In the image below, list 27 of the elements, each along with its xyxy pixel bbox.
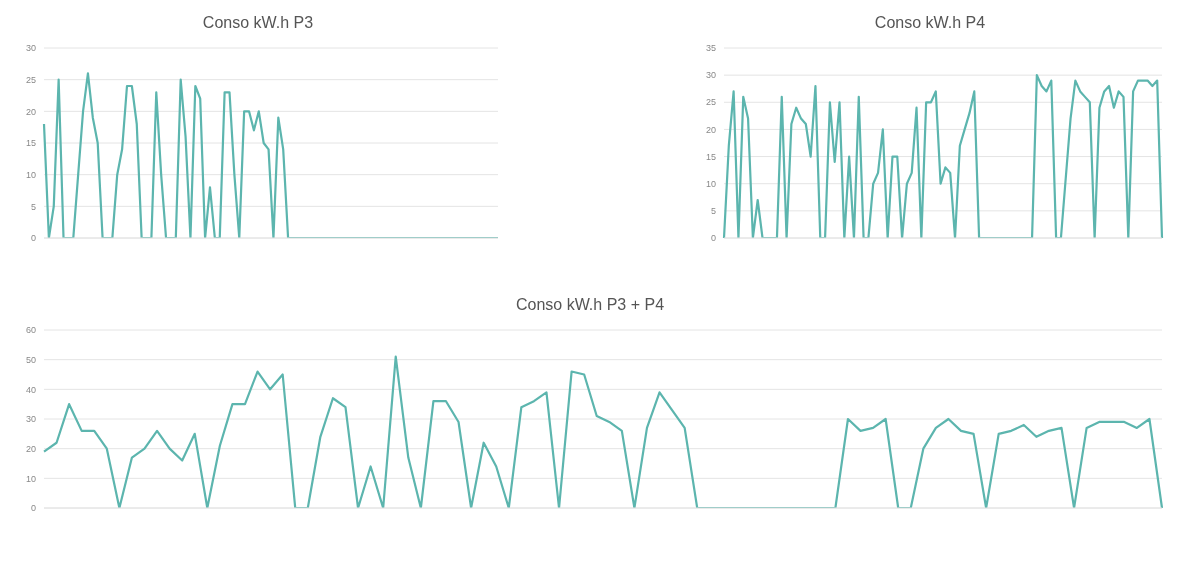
y-tick-label: 10 — [25, 473, 36, 484]
y-tick-label: 10 — [705, 178, 716, 189]
y-tick-label: 40 — [25, 384, 36, 395]
line-series — [722, 74, 1164, 238]
y-tick-label: 20 — [25, 106, 36, 117]
chart-title: Conso kW.h P4 — [873, 13, 987, 33]
y-tick-label: 10 — [25, 169, 36, 180]
chart-title: Conso kW.h P3 — [201, 13, 315, 33]
y-tick-label: 0 — [30, 503, 36, 514]
y-tick-label: 20 — [705, 124, 716, 135]
y-tick-label: 20 — [25, 443, 36, 454]
y-tick-label: 5 — [710, 206, 716, 217]
y-tick-label: 25 — [25, 74, 36, 85]
chart-title: Conso kW.h P3 + P4 — [514, 295, 666, 315]
y-tick-label: 0 — [30, 233, 36, 244]
line-series — [42, 355, 1164, 508]
y-tick-label: 30 — [25, 43, 36, 54]
y-tick-label: 30 — [25, 414, 36, 425]
y-tick-label: 35 — [705, 43, 716, 54]
y-tick-label: 30 — [705, 70, 716, 81]
y-tick-label: 15 — [25, 138, 36, 149]
y-tick-label: 50 — [25, 354, 36, 365]
y-tick-label: 15 — [705, 151, 716, 162]
y-tick-label: 60 — [25, 325, 36, 336]
y-tick-label: 0 — [710, 233, 716, 244]
y-tick-label: 5 — [30, 201, 36, 212]
y-tick-label: 25 — [705, 97, 716, 108]
